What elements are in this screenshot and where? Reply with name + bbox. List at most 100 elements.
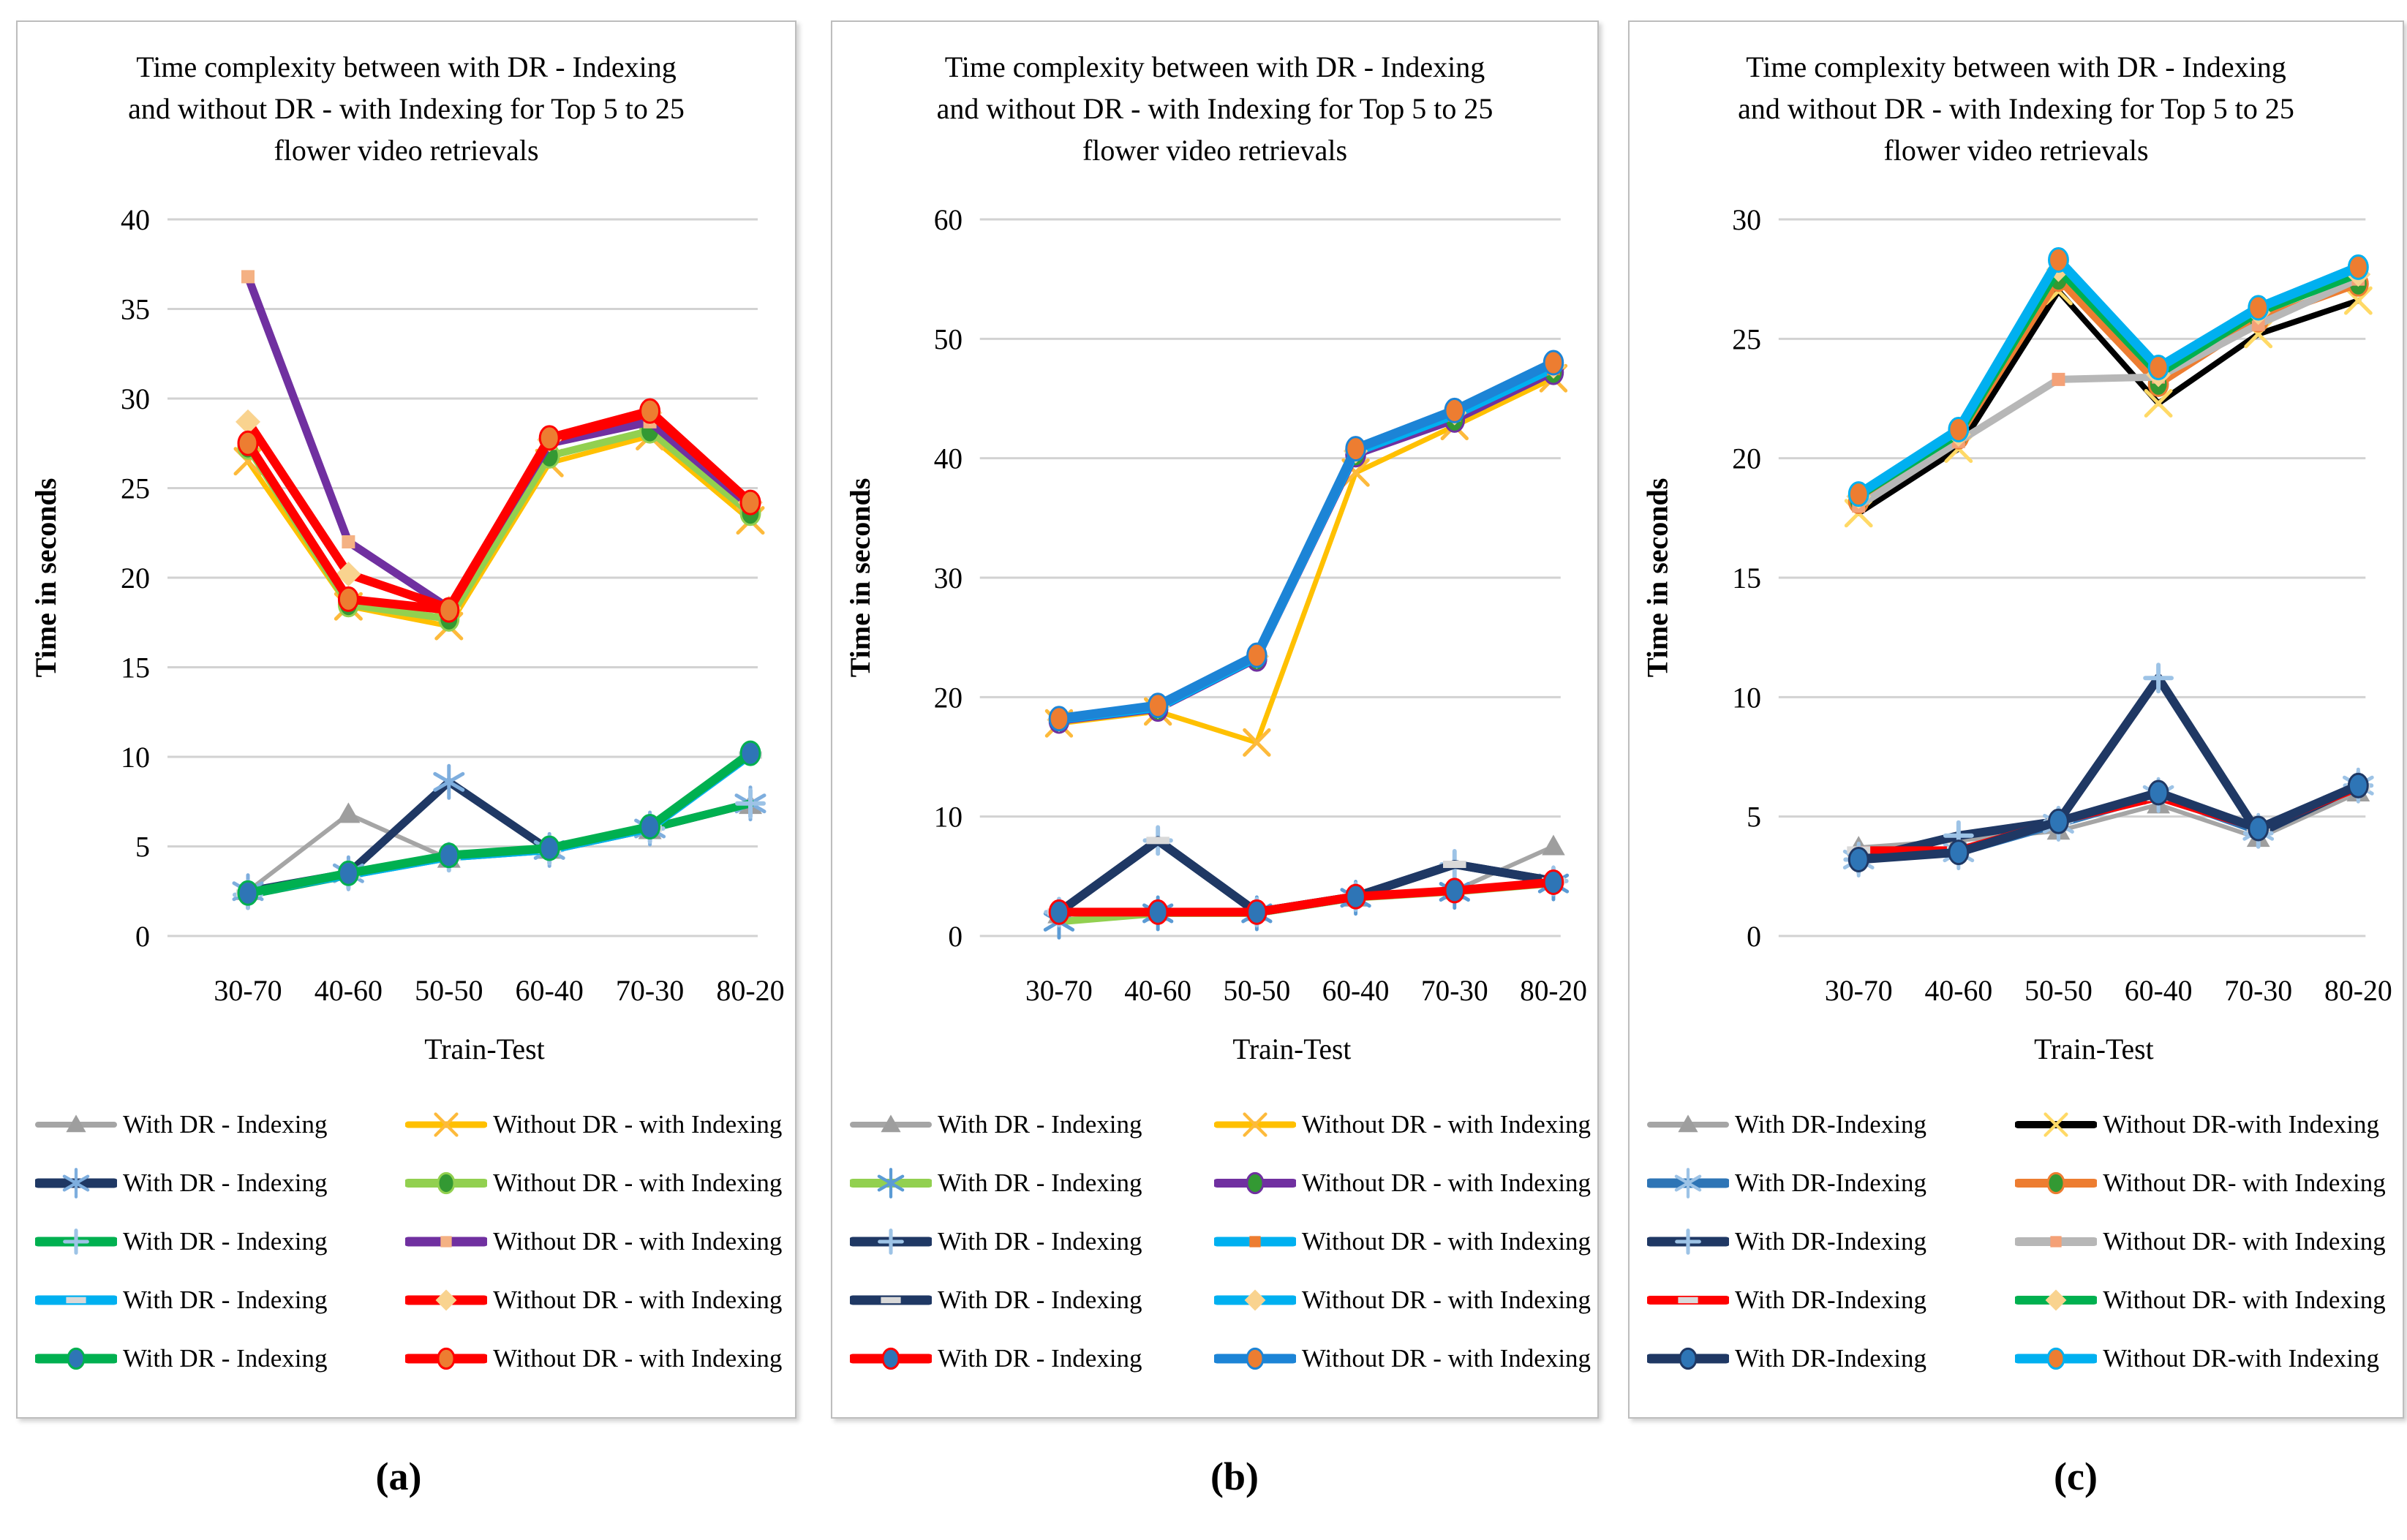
x-tick-label: 80-20 [716, 974, 784, 1007]
y-tick-label: 30 [121, 382, 150, 415]
series-line [1853, 255, 2363, 499]
x-tick-label: 70-30 [2224, 974, 2292, 1007]
figure-caption-b: (b) [1210, 1454, 1259, 1498]
chart-title-line: Time complexity between with DR - Indexi… [944, 50, 1485, 83]
circle-marker-icon [337, 586, 359, 612]
chart-plot-b: 0 10 20 30 40 50 60 Time in seconds 30-70 40-60 50… [844, 204, 1586, 1065]
circle-marker-icon [1444, 877, 1466, 904]
dash-marker-icon [881, 1296, 901, 1304]
legend-item: Without DR-with Indexing [2015, 1108, 2398, 1141]
diamond-marker-icon [2045, 1289, 2067, 1311]
plus-marker-icon [1675, 1228, 1701, 1255]
circle-marker-icon [1147, 899, 1169, 925]
circle-marker-icon [1847, 481, 1869, 507]
legend-label: With DR-Indexing [1735, 1169, 1927, 1197]
legend-label: Without DR - with Indexing [1301, 1110, 1592, 1139]
plus-marker-icon [878, 1228, 904, 1255]
series-line [244, 749, 755, 898]
chart-title-line: and without DR - with Indexing for Top 5… [1738, 91, 2294, 125]
y-tick-label: 0 [1747, 920, 1761, 953]
legend-label: Without DR - with Indexing [1301, 1169, 1592, 1197]
legend-label: Without DR - with Indexing [1301, 1227, 1592, 1256]
legend-label: With DR - Indexing [123, 1169, 328, 1197]
x-axis-title: Train-Test [424, 1033, 545, 1065]
legend-item: With DR - Indexing [850, 1225, 1214, 1258]
legend-marker-circle-icon [405, 1347, 488, 1370]
plus-marker-icon [2143, 663, 2174, 694]
circle-marker-icon [739, 489, 761, 516]
triangle-marker-icon [1678, 1114, 1698, 1133]
circle-marker-icon [237, 430, 259, 456]
chart-panel-a: Time complexity between with DR - Indexi… [16, 20, 796, 1419]
circle-marker-icon [1048, 899, 1070, 925]
series-line [1855, 275, 2362, 510]
legend-marker-triangle-icon [1647, 1114, 1729, 1133]
legend-item: With DR - Indexing [850, 1342, 1214, 1375]
circle-marker-icon [1345, 436, 1366, 462]
legend-item: With DR - Indexing [35, 1283, 405, 1317]
chart-legend-c: With DR-Indexing Without DR-with Indexing… [1647, 1095, 2398, 1388]
legend-item: With DR-Indexing [1647, 1225, 2015, 1258]
circle-marker-icon [337, 860, 359, 886]
legend-item: With DR - Indexing [35, 1342, 405, 1375]
x-tick-label: 60-40 [1322, 975, 1390, 1007]
legend-label: Without DR- with Indexing [2103, 1286, 2386, 1314]
legend-marker-asterisk-icon [850, 1168, 932, 1199]
y-tick-label: 25 [121, 472, 150, 505]
square-marker-icon [241, 270, 255, 284]
circle-marker-icon [1444, 397, 1466, 423]
chart-plot-c: 0 5 10 15 20 25 30 Time in seconds 30-70 40-60 50-… [1641, 203, 2392, 1065]
y-tick-label: 10 [1732, 681, 1761, 714]
series-line [244, 407, 755, 615]
chart-title-line: flower video retrievals [1082, 133, 1348, 167]
legend-label: Without DR - with Indexing [493, 1227, 783, 1256]
square-marker-icon [2052, 372, 2065, 386]
legend-label: With DR - Indexing [123, 1227, 328, 1256]
series-line [1055, 877, 1558, 917]
chart-title-line: and without DR - with Indexing for Top 5… [128, 91, 685, 125]
chart-panel-c: Time complexity between with DR - Indexi… [1628, 20, 2404, 1419]
legend-label: With DR - Indexing [123, 1344, 328, 1373]
x-marker-icon [2343, 286, 2373, 315]
diamond-marker-icon [1244, 1289, 1266, 1311]
circle-marker-icon [2046, 1347, 2065, 1370]
y-tick-label: 10 [121, 741, 150, 774]
y-tick-label: 15 [121, 652, 150, 684]
x-marker-icon [2144, 389, 2173, 418]
circle-marker-icon [2347, 254, 2369, 280]
x-tick-label: 40-60 [1124, 975, 1191, 1007]
chart-title-line: and without DR - with Indexing for Top 5… [936, 91, 1493, 125]
square-marker-icon [440, 1236, 452, 1248]
legend-marker-x-icon [405, 1112, 488, 1137]
chart-legend-b: With DR - Indexing Without DR - with Inde… [850, 1095, 1593, 1388]
legend-label: Without DR - with Indexing [493, 1169, 783, 1197]
chart-panel-b: Time complexity between with DR - Indexi… [831, 20, 1599, 1419]
legend-label: Without DR - with Indexing [493, 1344, 783, 1373]
figure-caption-c: (c) [2054, 1454, 2098, 1498]
series-line [1854, 781, 2363, 864]
legend-item: Without DR - with Indexing [1213, 1108, 1593, 1141]
x-marker-icon [1243, 728, 1271, 757]
legend-label: Without DR - with Indexing [493, 1110, 783, 1139]
legend-item: Without DR - with Indexing [1213, 1166, 1593, 1200]
circle-marker-icon [437, 1347, 456, 1370]
chart-title-line: Time complexity between with DR - Indexi… [1746, 50, 2286, 83]
circle-marker-icon [1542, 869, 1564, 895]
dash-marker-icon [1443, 861, 1466, 868]
x-tick-label: 50-50 [1223, 975, 1290, 1007]
y-tick-label: 30 [934, 562, 963, 595]
legend-marker-circle-icon [1647, 1347, 1729, 1370]
circle-marker-icon [438, 842, 460, 869]
legend-marker-circle-icon [1213, 1347, 1296, 1370]
legend-marker-dash-icon [1647, 1296, 1729, 1305]
legend-label: Without DR- with Indexing [2103, 1227, 2386, 1256]
series-line [1856, 288, 2362, 516]
circle-marker-icon [538, 425, 560, 451]
legend-item: Without DR- with Indexing [2015, 1225, 2398, 1258]
legend-item: Without DR - with Indexing [405, 1342, 791, 1375]
y-tick-label: 25 [1732, 322, 1761, 355]
legend-marker-diamond-icon [405, 1289, 488, 1311]
circle-marker-icon [2048, 247, 2069, 273]
chart-title: Time complexity between with DR - Indexi… [847, 47, 1583, 171]
legend-item: With DR-Indexing [1647, 1342, 2015, 1375]
